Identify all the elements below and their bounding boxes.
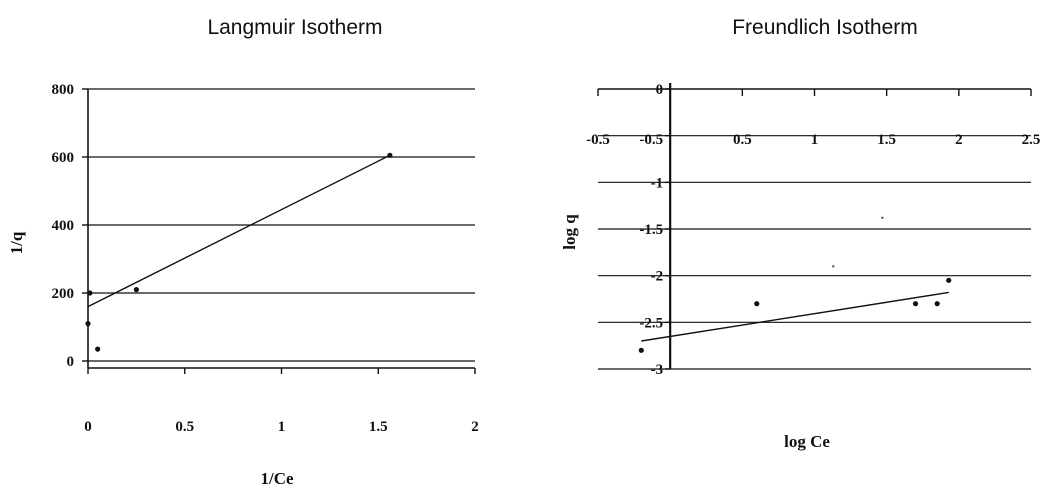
langmuir-x-tick-label: 1.5 <box>369 419 388 435</box>
freundlich-title: Freundlich Isotherm <box>732 16 918 39</box>
freundlich-y-tick-label: -1.5 <box>639 222 663 238</box>
freundlich-data-point <box>946 277 952 283</box>
freundlich-chart: Freundlich Isotherm 0 -1 -1.5 -2 -2.5 -3 -0.5 -… <box>560 16 1040 451</box>
langmuir-x-tick-label: 0 <box>84 419 92 435</box>
freundlich-x-tick-label: 1 <box>811 132 819 148</box>
freundlich-y-tick-label: -2 <box>651 269 664 285</box>
freundlich-points <box>638 216 952 353</box>
langmuir-gridlines <box>88 88 475 362</box>
langmuir-y-tick-label: 600 <box>52 150 75 166</box>
langmuir-chart: Langmuir Isotherm 0 200 400 600 800 0 0.5 1 1.5 2… <box>7 16 479 488</box>
freundlich-data-point <box>912 301 919 307</box>
langmuir-x-tick-label: 2 <box>471 419 479 435</box>
freundlich-x-tick-label: -0.5 <box>586 132 610 148</box>
langmuir-trendline <box>87 154 391 308</box>
freundlich-data-point <box>832 265 835 268</box>
langmuir-y-axis-label: 1/q <box>7 231 26 254</box>
freundlich-y-axis-label: log q <box>560 214 579 250</box>
langmuir-tick-labels: 0 200 400 600 800 0 0.5 1 1.5 2 <box>52 82 479 435</box>
langmuir-axes <box>82 88 476 374</box>
freundlich-tick-labels: 0 -1 -1.5 -2 -2.5 -3 -0.5 -0.5 0.5 1 1.5 2 2.5 <box>586 82 1040 378</box>
freundlich-y-tick-label: -0.5 <box>639 132 663 148</box>
freundlich-y-tick-label: -3 <box>651 362 664 378</box>
freundlich-data-point <box>754 301 760 307</box>
langmuir-x-tick-label: 1 <box>278 419 286 435</box>
freundlich-axes <box>597 83 1032 370</box>
langmuir-data-point <box>87 290 93 296</box>
langmuir-data-point <box>387 152 393 158</box>
langmuir-y-tick-label: 800 <box>52 82 75 98</box>
freundlich-x-tick-label: 0.5 <box>733 132 752 148</box>
langmuir-data-point <box>95 346 101 352</box>
freundlich-y-tick-label: -2.5 <box>639 315 663 331</box>
langmuir-trendline-segment <box>87 154 391 308</box>
langmuir-x-axis-label: 1/Ce <box>260 469 294 488</box>
langmuir-y-tick-label: 200 <box>52 286 75 302</box>
freundlich-x-tick-label: 2.5 <box>1022 132 1041 148</box>
freundlich-x-tick-label: 2 <box>955 132 963 148</box>
langmuir-data-point <box>133 287 139 293</box>
freundlich-x-tick-label: 1.5 <box>877 132 896 148</box>
freundlich-data-point <box>881 216 884 219</box>
langmuir-y-tick-label: 400 <box>52 218 75 234</box>
langmuir-y-tick-label: 0 <box>67 354 75 370</box>
langmuir-points <box>85 152 393 352</box>
freundlich-trendline <box>641 291 949 342</box>
langmuir-title: Langmuir Isotherm <box>207 16 382 39</box>
freundlich-x-axis-label: log Ce <box>784 432 830 451</box>
freundlich-data-point <box>934 301 940 307</box>
langmuir-x-tick-label: 0.5 <box>175 419 194 435</box>
freundlich-trendline-segment <box>641 291 949 342</box>
freundlich-y-tick-label: 0 <box>656 82 664 98</box>
langmuir-data-point <box>85 321 91 327</box>
freundlich-data-point <box>638 347 644 353</box>
freundlich-y-tick-label: -1 <box>651 175 664 191</box>
